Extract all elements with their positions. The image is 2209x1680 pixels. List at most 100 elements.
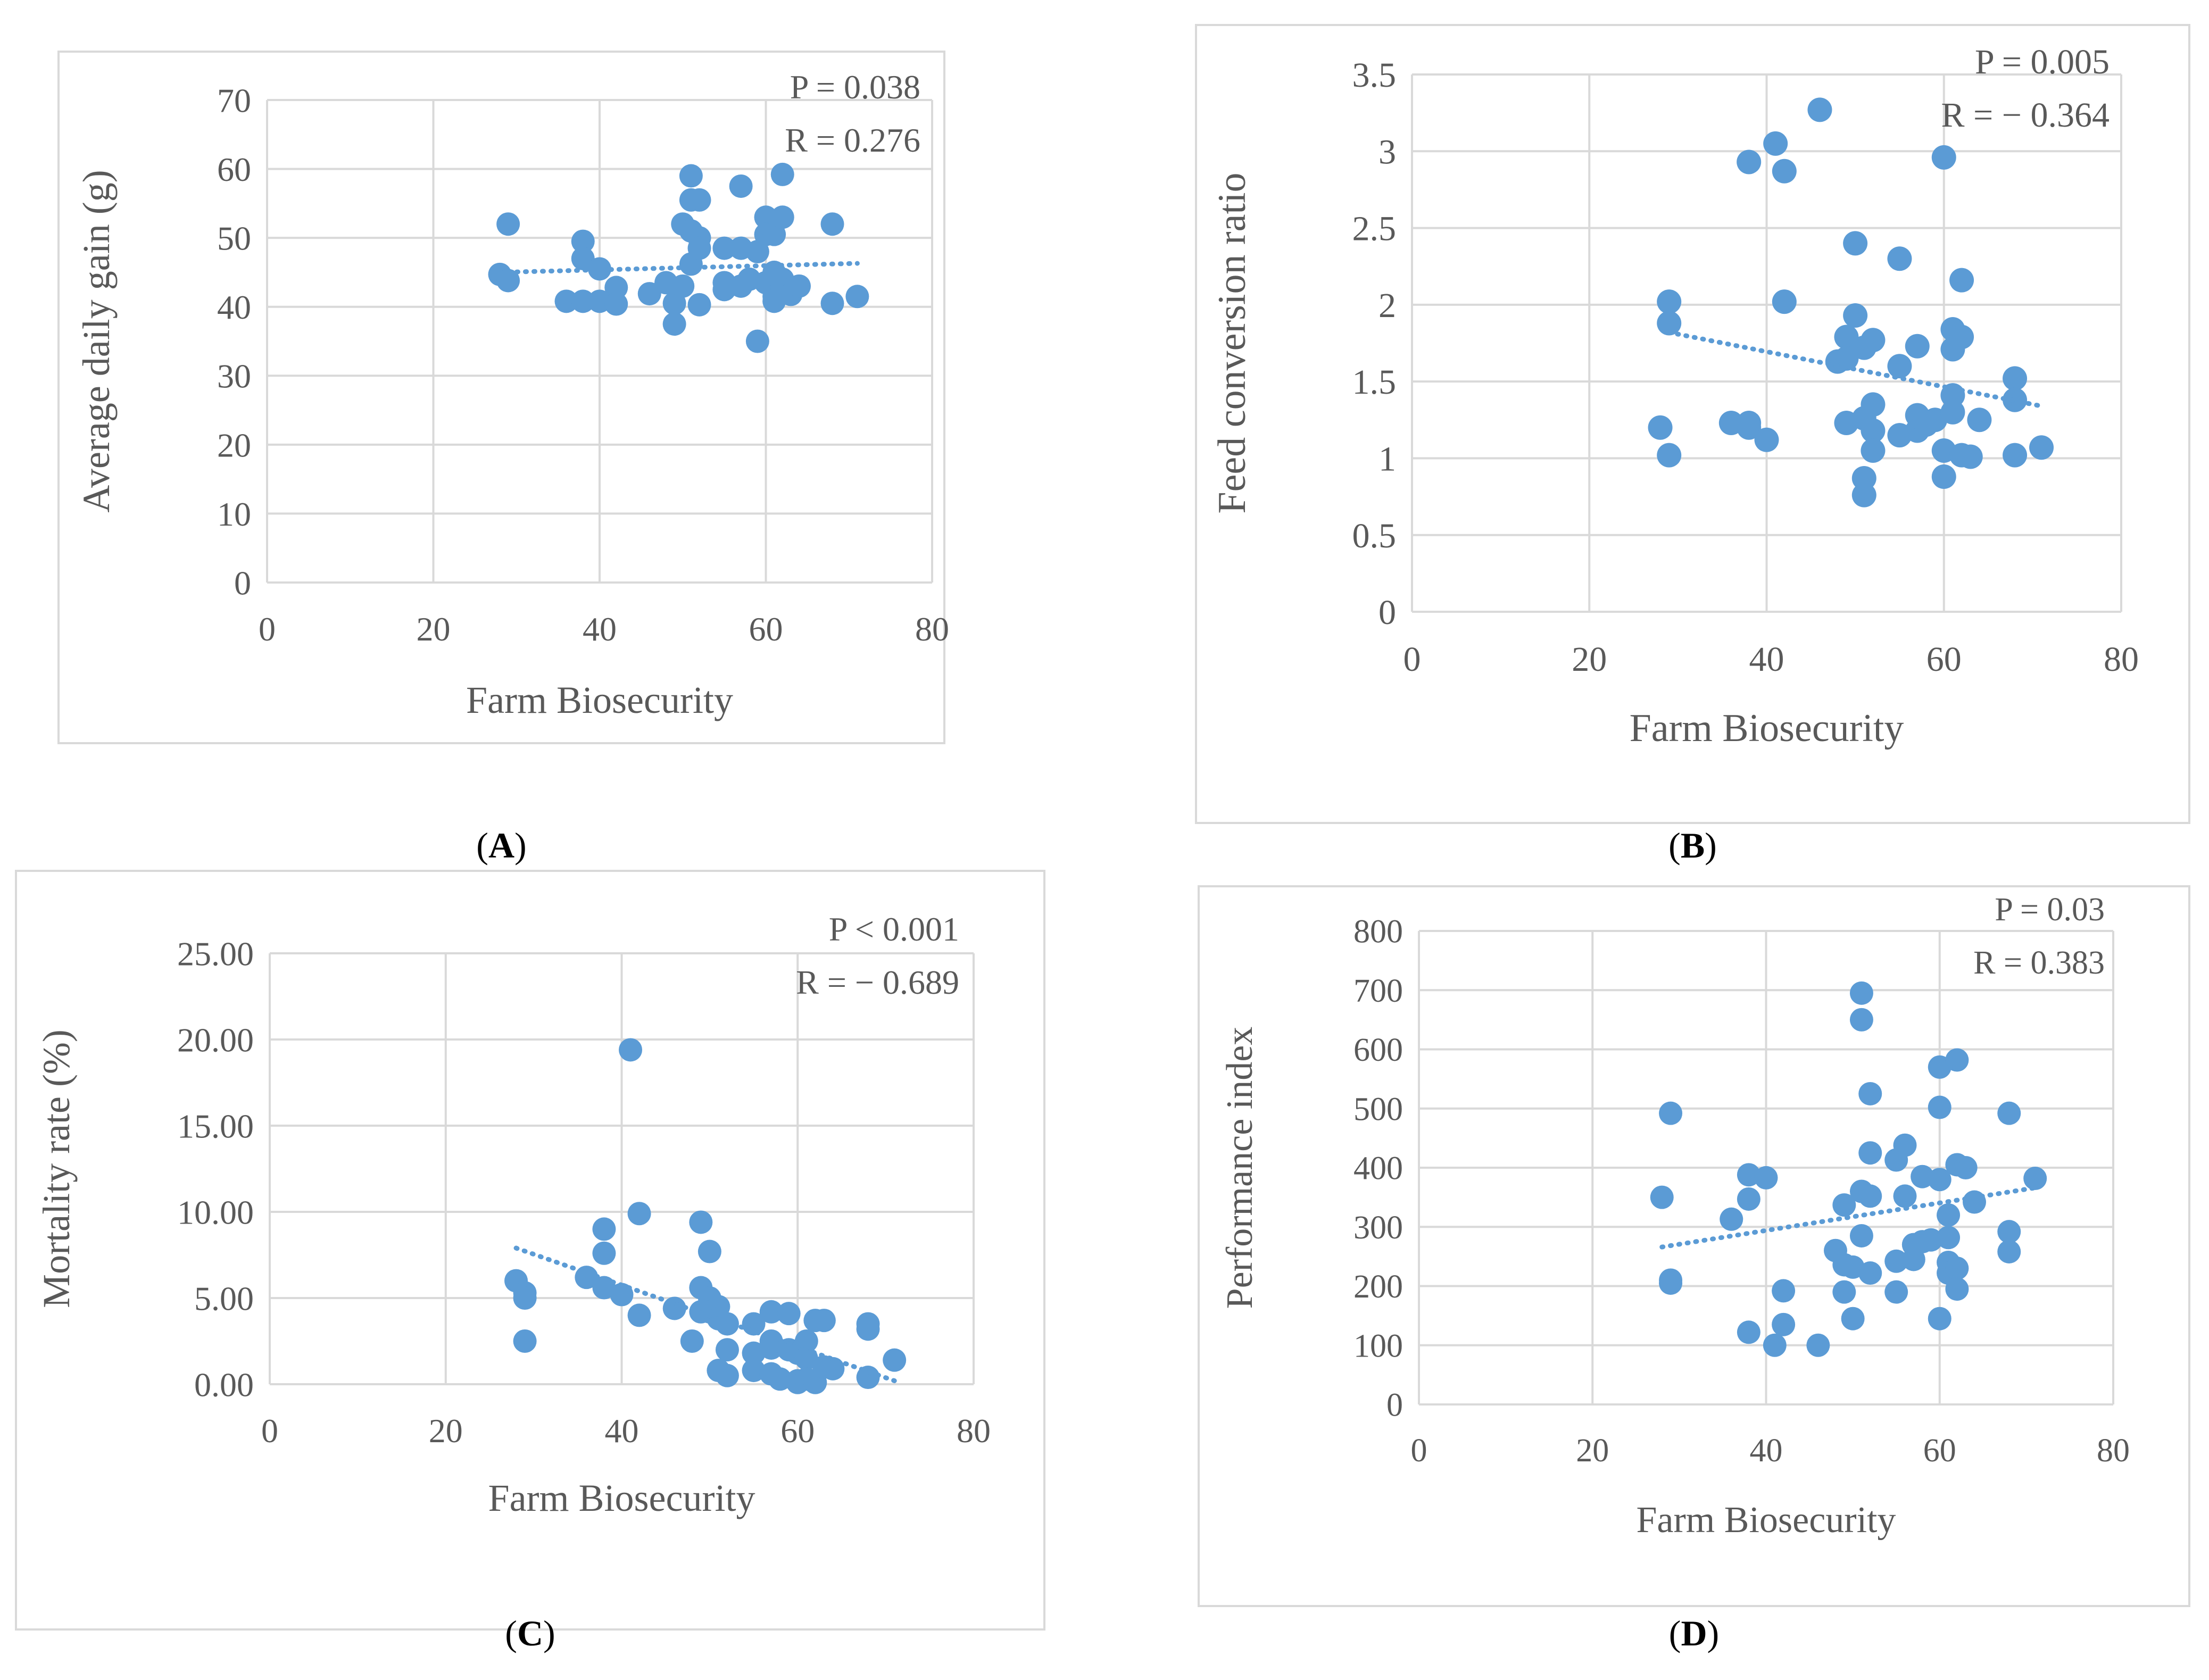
data-point	[1849, 1224, 1873, 1247]
data-point	[770, 205, 794, 229]
data-point	[1841, 1307, 1865, 1330]
p-value-label: P < 0.001	[829, 910, 959, 948]
data-point	[1754, 427, 1779, 452]
x-tick-label: 80	[915, 610, 949, 648]
data-point	[1893, 1184, 1917, 1208]
x-tick-label: 40	[1750, 1433, 1783, 1469]
data-point	[1720, 1207, 1743, 1231]
y-axis-title: Mortality rate (%)	[35, 1029, 78, 1308]
data-point	[715, 1363, 739, 1387]
data-point	[1958, 444, 1983, 469]
data-point	[1858, 1082, 1882, 1105]
data-point	[680, 1329, 704, 1353]
data-point	[1931, 145, 1956, 170]
data-point	[1763, 131, 1788, 156]
chart-frame	[57, 51, 945, 744]
data-point	[742, 1359, 766, 1383]
chart-panel-c: 0.00 5.00 10.00 15.00 20.00 25.00 0 20 40 60 80 P <…	[15, 870, 1045, 1653]
data-point	[627, 1202, 651, 1226]
data-point	[1772, 289, 1797, 314]
p-value-label: P = 0.03	[1995, 892, 2105, 928]
data-point	[554, 289, 578, 313]
x-tick-label: 40	[583, 610, 617, 648]
data-point	[2023, 1167, 2047, 1191]
data-point	[715, 1338, 739, 1362]
y-tick-label: 0.5	[1352, 517, 1397, 555]
data-point	[1737, 1163, 1760, 1187]
y-axis-title: Average daily gain (g)	[75, 170, 118, 512]
data-point	[687, 236, 711, 260]
trendline	[497, 261, 860, 275]
chart-panel-d: 0 100 200 300 400 500 600 700 800 0 20 40 60 80 P = 0.…	[1198, 885, 2190, 1653]
x-tick-label: 80	[2097, 1433, 2130, 1469]
data-point	[627, 1303, 651, 1327]
data-point	[883, 1348, 907, 1372]
panel-label: (A)	[476, 825, 526, 866]
data-point	[662, 1296, 686, 1320]
data-point	[1657, 289, 1682, 314]
y-tick-label: 0	[1378, 593, 1396, 632]
x-tick-label: 0	[1404, 640, 1421, 679]
data-point	[1834, 346, 1859, 371]
data-point	[1849, 981, 1873, 1005]
y-tick-label: 300	[1353, 1210, 1403, 1246]
data-point	[1997, 1101, 2021, 1125]
data-point	[1650, 1185, 1674, 1209]
y-tick-label: 15.00	[177, 1107, 254, 1145]
data-point	[1772, 159, 1797, 184]
data-point	[1887, 354, 1912, 379]
y-axis-title: Feed conversion ratio	[1210, 172, 1254, 513]
y-tick-label: 5.00	[194, 1279, 254, 1317]
data-point	[742, 1341, 766, 1365]
x-tick-label: 20	[429, 1412, 463, 1450]
y-tick-label: 400	[1353, 1151, 1403, 1187]
trendline	[1666, 330, 2044, 409]
data-point	[604, 276, 628, 300]
x-tick-label: 60	[1926, 640, 1962, 679]
chart-panel-b: 0 0.5 1 1.5 2 2.5 3 3.5 0 20 40 60 80 P = 0.005 R = − …	[1195, 24, 2190, 866]
data-point	[687, 293, 711, 317]
y-tick-label: 600	[1353, 1032, 1403, 1068]
y-tick-label: 800	[1353, 914, 1403, 950]
data-point	[1858, 1141, 1882, 1165]
y-tick-label: 70	[217, 81, 251, 119]
data-point	[1928, 1095, 1951, 1119]
data-point	[745, 329, 769, 353]
chart-frame	[1198, 885, 2190, 1607]
y-tick-label: 10.00	[177, 1193, 254, 1231]
data-point	[662, 312, 686, 336]
data-point	[768, 1367, 792, 1391]
data-point	[588, 257, 611, 281]
y-tick-label: 20	[217, 426, 251, 464]
x-axis-title: Farm Biosecurity	[1630, 706, 1904, 750]
data-point	[1884, 1280, 1908, 1304]
x-tick-label: 20	[1572, 640, 1607, 679]
y-tick-label: 50	[217, 220, 251, 257]
data-point	[619, 1038, 643, 1062]
data-point	[820, 292, 844, 315]
x-tick-label: 60	[780, 1412, 815, 1450]
data-point	[689, 1210, 713, 1234]
data-point	[697, 1240, 721, 1263]
data-point	[712, 236, 736, 260]
data-point	[1807, 97, 1832, 122]
chart-panel-a: 0 10 20 30 40 50 60 70 0 20 40 60 80 P = 0.038 R = 0.2…	[57, 51, 949, 866]
data-point	[1754, 1166, 1778, 1190]
r-value-label: R = 0.276	[785, 121, 920, 159]
x-tick-label: 40	[605, 1412, 639, 1450]
data-point	[1861, 438, 1886, 463]
y-tick-label: 20.00	[177, 1021, 254, 1059]
data-point	[1834, 325, 1859, 350]
data-point	[1945, 1048, 1969, 1072]
x-tick-label: 80	[2104, 640, 2139, 679]
data-point	[1737, 1187, 1760, 1211]
data-point	[496, 269, 520, 293]
x-tick-label: 60	[749, 610, 783, 648]
data-point	[1928, 1307, 1951, 1330]
p-value-label: P = 0.038	[790, 68, 920, 106]
data-point	[1851, 483, 1876, 508]
r-value-label: R = − 0.364	[1941, 96, 2110, 135]
data-point	[679, 164, 703, 188]
data-point	[1949, 268, 1974, 293]
